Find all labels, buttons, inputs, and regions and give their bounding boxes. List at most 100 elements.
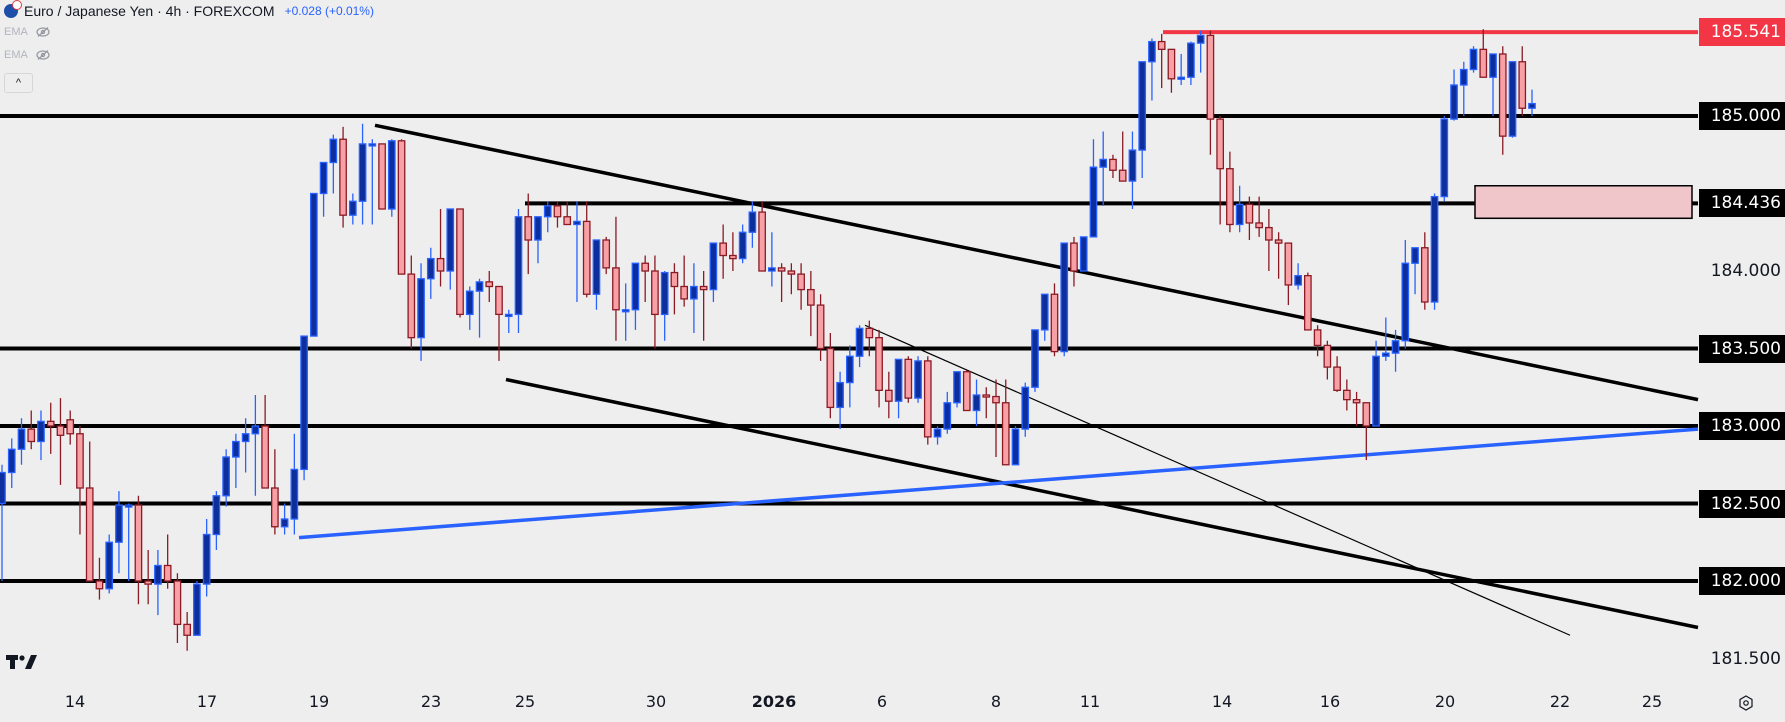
- candle: [1304, 274, 1312, 331]
- candle: [144, 580, 153, 585]
- candle: [1011, 428, 1020, 466]
- candle: [1284, 242, 1293, 286]
- candle: [378, 143, 386, 210]
- time-label: 16: [1319, 692, 1341, 711]
- candle: [1167, 48, 1176, 80]
- candle: [280, 518, 289, 528]
- candle: [690, 285, 698, 300]
- symbol-title[interactable]: Euro / Japanese Yen · 4h · FOREXCOM: [24, 3, 275, 19]
- candle: [1255, 222, 1263, 229]
- candle: [46, 420, 55, 427]
- price-label: 183.500: [1699, 334, 1785, 363]
- candle: [504, 313, 513, 318]
- candle: [407, 273, 416, 339]
- candle: [1411, 247, 1419, 264]
- candle: [992, 395, 1000, 404]
- candle: [300, 335, 308, 471]
- rising-support-trendline[interactable]: [298, 427, 1699, 540]
- candle: [816, 304, 825, 350]
- time-label: 2026: [751, 692, 797, 711]
- candle: [348, 200, 357, 216]
- time-label: 14: [1211, 692, 1233, 711]
- candle: [1274, 239, 1283, 244]
- candle: [758, 211, 766, 272]
- indicator-ema-1[interactable]: EMA: [4, 26, 50, 38]
- candle: [1323, 344, 1332, 368]
- tradingview-logo-icon[interactable]: [6, 653, 38, 671]
- candle: [358, 143, 367, 202]
- candle: [1157, 40, 1166, 50]
- time-label: 6: [876, 692, 888, 711]
- candle: [251, 425, 260, 435]
- candle: [1235, 203, 1244, 226]
- candle: [1265, 226, 1273, 241]
- candle: [1498, 53, 1507, 137]
- candle: [621, 309, 630, 313]
- upper-channel-trendline[interactable]: [374, 123, 1699, 402]
- candle: [729, 254, 737, 260]
- candle: [368, 143, 377, 147]
- candle: [465, 290, 474, 316]
- trendlines: [298, 123, 1699, 636]
- candle: [1245, 203, 1254, 224]
- candle: [777, 267, 786, 272]
- candle: [1148, 40, 1156, 63]
- candle: [173, 580, 182, 626]
- eye-hidden-icon[interactable]: [36, 27, 50, 37]
- candle: [631, 262, 640, 311]
- candle: [1050, 293, 1059, 353]
- candle: [787, 270, 796, 275]
- candle: [1060, 242, 1069, 353]
- candle: [56, 425, 65, 436]
- price-label: 184.436: [1699, 189, 1785, 218]
- supply-zone-rect[interactable]: [1474, 185, 1693, 220]
- candle: [641, 262, 650, 272]
- candle: [514, 216, 523, 316]
- candle: [271, 487, 279, 528]
- candle: [1372, 355, 1380, 427]
- candle: [66, 419, 75, 435]
- collapse-legend-button[interactable]: ^: [4, 73, 33, 93]
- candle: [1118, 169, 1127, 182]
- candle: [1070, 242, 1078, 272]
- indicator-ema-2[interactable]: EMA: [4, 49, 50, 61]
- price-label: 185.541: [1699, 18, 1785, 47]
- time-label: 25: [1641, 692, 1663, 711]
- candle: [953, 371, 961, 404]
- candle: [1001, 402, 1010, 466]
- candle: [436, 257, 445, 272]
- candle: [115, 504, 123, 543]
- candle: [212, 495, 221, 536]
- candle: [1381, 352, 1390, 357]
- time-label: 22: [1549, 692, 1571, 711]
- candle: [1177, 76, 1186, 80]
- candle: [134, 504, 143, 582]
- candle: [612, 267, 620, 311]
- time-label: 19: [308, 692, 330, 711]
- short-term-downtrend-trendline[interactable]: [864, 324, 1571, 636]
- candle: [1226, 168, 1234, 226]
- candle: [670, 271, 679, 288]
- candle: [183, 623, 192, 636]
- candle: [76, 433, 84, 489]
- candle: [972, 394, 981, 412]
- candle: [855, 327, 864, 357]
- candle: [387, 140, 396, 210]
- candle: [222, 456, 230, 497]
- time-label: 17: [196, 692, 218, 711]
- candle: [495, 285, 503, 316]
- candle: [261, 425, 269, 489]
- candle: [553, 205, 562, 218]
- candle: [768, 267, 776, 272]
- candle: [1362, 402, 1371, 427]
- candle: [651, 270, 659, 316]
- lower-channel-trendline[interactable]: [505, 377, 1699, 630]
- candle: [37, 420, 45, 443]
- candle: [943, 402, 952, 430]
- candle: [27, 428, 36, 443]
- candle: [426, 257, 435, 280]
- settings-gear-icon[interactable]: [1737, 694, 1755, 712]
- eye-hidden-icon[interactable]: [36, 50, 50, 60]
- candle: [1079, 236, 1088, 272]
